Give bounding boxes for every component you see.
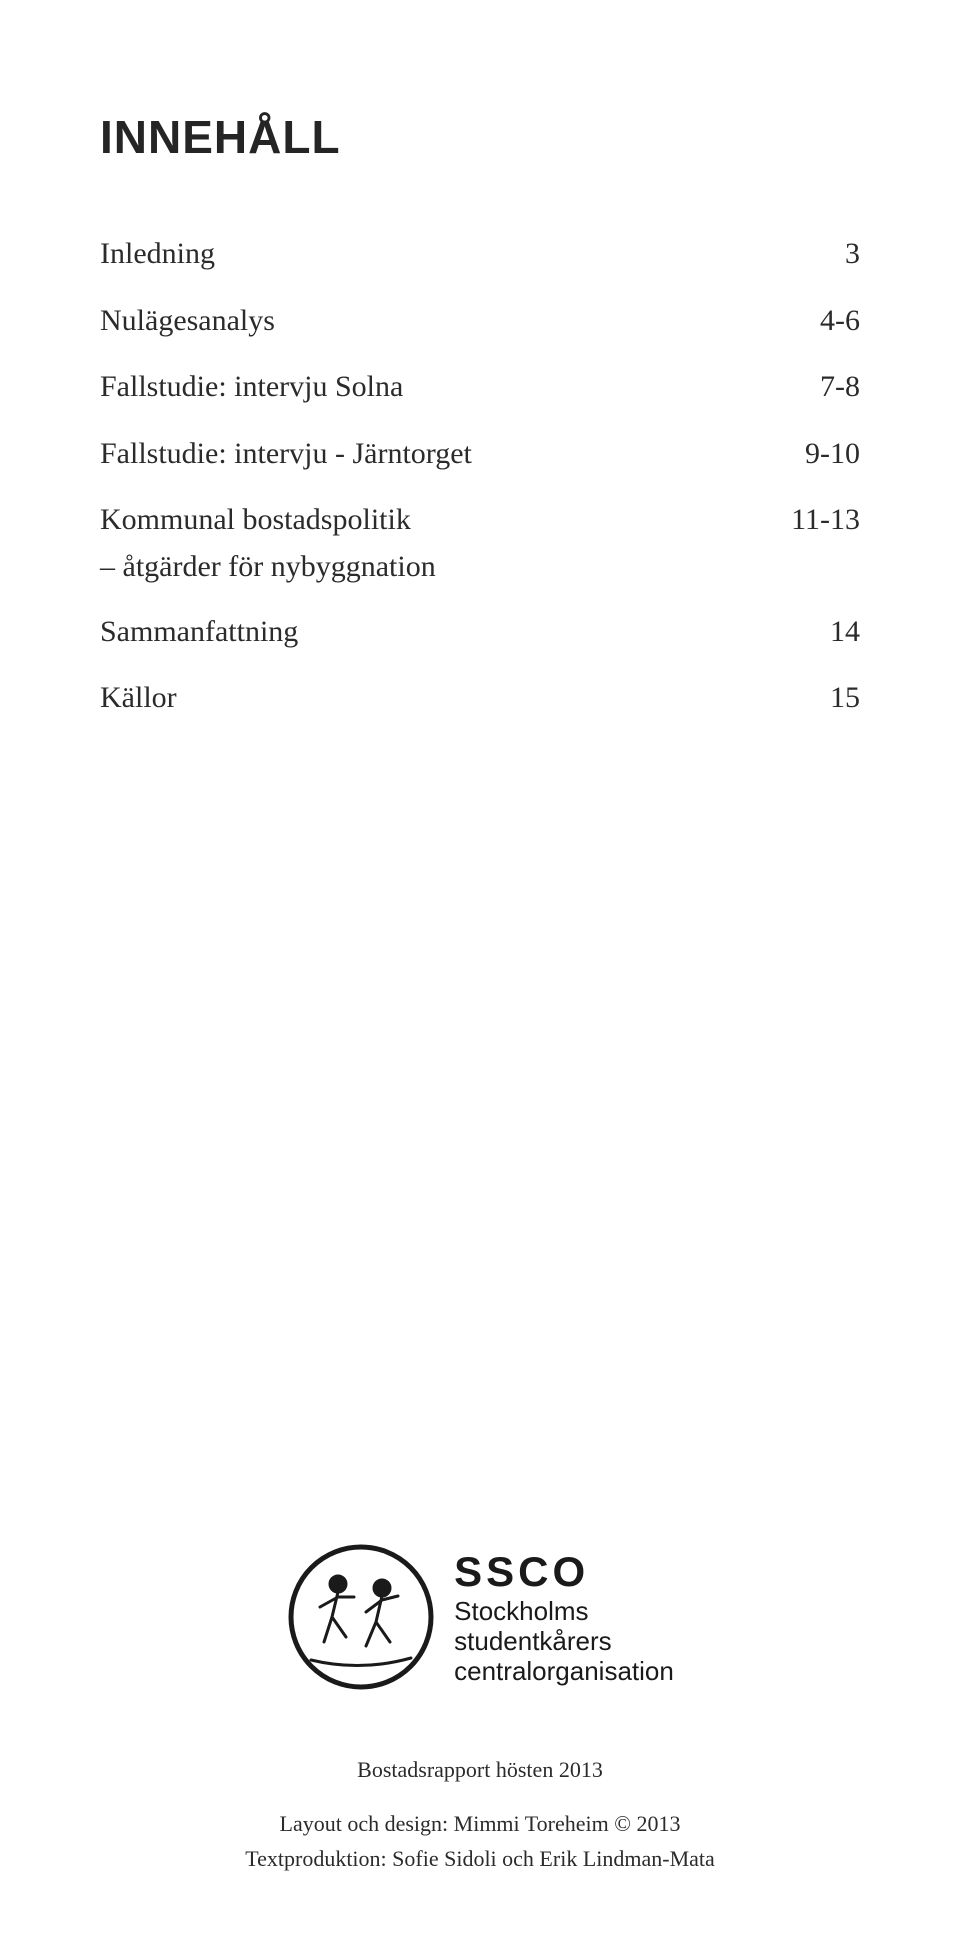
page-title: INNEHÅLL (100, 110, 860, 164)
toc-label: Fallstudie: intervju - Järntorget (100, 434, 472, 475)
toc-row: Nulägesanalys 4-6 (100, 301, 860, 342)
document-page: INNEHÅLL Inledning 3 Nulägesanalys 4-6 F… (0, 0, 960, 1956)
logo-line-1: Stockholms (454, 1597, 674, 1627)
ssco-emblem-icon (286, 1542, 436, 1692)
toc-row: Fallstudie: intervju Solna 7-8 (100, 367, 860, 408)
publisher-logo: SSCO Stockholms studentkårers centralorg… (286, 1542, 674, 1692)
toc-page: 14 (830, 612, 860, 653)
toc-page: 3 (845, 234, 860, 275)
logo-acronym: SSCO (454, 1548, 674, 1596)
toc-label: Inledning (100, 234, 215, 275)
text-credit: Textproduktion: Sofie Sidoli och Erik Li… (245, 1841, 715, 1876)
toc-label: Källor (100, 678, 177, 719)
toc-page: 4-6 (820, 301, 860, 342)
toc-label: Nulägesanalys (100, 301, 275, 342)
toc-subline: – åtgärder för nybyggnation (100, 547, 860, 586)
footer: SSCO Stockholms studentkårers centralorg… (0, 1542, 960, 1876)
logo-line-3: centralorganisation (454, 1657, 674, 1687)
table-of-contents: Inledning 3 Nulägesanalys 4-6 Fallstudie… (100, 234, 860, 719)
toc-page: 7-8 (820, 367, 860, 408)
toc-label: Kommunal bostadspolitik (100, 500, 411, 541)
logo-line-2: studentkårers (454, 1627, 674, 1657)
publisher-name: SSCO Stockholms studentkårers centralorg… (454, 1548, 674, 1686)
design-credit: Layout och design: Mimmi Toreheim © 2013 (245, 1806, 715, 1841)
toc-row: Inledning 3 (100, 234, 860, 275)
credits: Bostadsrapport hösten 2013 Layout och de… (245, 1752, 715, 1876)
toc-row: Sammanfattning 14 (100, 612, 860, 653)
toc-row: Kommunal bostadspolitik 11-13 (100, 500, 860, 541)
toc-row: Källor 15 (100, 678, 860, 719)
toc-page: 11-13 (791, 500, 860, 541)
toc-page: 9-10 (805, 434, 860, 475)
publication-title: Bostadsrapport hösten 2013 (245, 1752, 715, 1787)
toc-row: Fallstudie: intervju - Järntorget 9-10 (100, 434, 860, 475)
toc-label: Fallstudie: intervju Solna (100, 367, 403, 408)
toc-page: 15 (830, 678, 860, 719)
toc-label: Sammanfattning (100, 612, 298, 653)
